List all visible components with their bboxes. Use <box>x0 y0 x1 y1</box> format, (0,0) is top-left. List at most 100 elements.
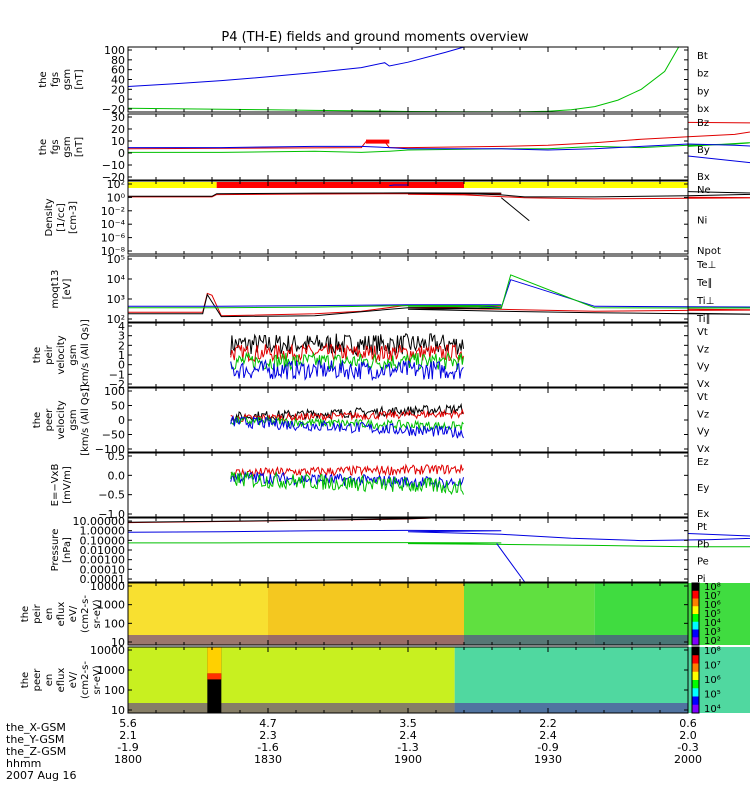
heatmap-strip-top <box>207 647 222 674</box>
y-axis-label: eV/ <box>68 605 79 622</box>
figure-title: P4 (TH-E) fields and ground moments over… <box>221 30 529 45</box>
heatmap-region <box>128 647 455 713</box>
y-axis-label: [nPa] <box>62 537 73 563</box>
legend-entry: By <box>697 145 710 156</box>
series-line <box>500 197 530 222</box>
y-axis-label: fgs <box>50 72 61 87</box>
y-tick-label: 10⁵ <box>107 253 125 266</box>
legend-entry: bz <box>697 69 709 80</box>
footer-value: -1.3 <box>397 741 418 754</box>
footer-row: the_X-GSM <box>6 716 66 735</box>
colorbar-tick-label: 10⁸ <box>704 582 721 593</box>
colorbar-frame <box>691 582 700 646</box>
footer-value: 1930 <box>534 753 562 766</box>
y-tick-label: 10² <box>107 313 125 326</box>
legend-entry: Ti⊥ <box>696 296 714 307</box>
y-tick-label: 10 <box>111 636 125 649</box>
colorbar-tick-label: 10⁴ <box>704 704 721 715</box>
legend-entry: Vz <box>697 344 709 355</box>
y-axis-label: moqt13 <box>50 270 61 309</box>
y-tick-label: 60 <box>111 64 125 77</box>
y-tick-label: 1 <box>118 349 125 362</box>
y-tick-label: 10000 <box>90 644 125 657</box>
legend-entry: Npot <box>697 246 721 257</box>
panel-frame <box>127 255 689 323</box>
y-axis-label: [km/s (All Qs)] <box>80 384 91 456</box>
series-line <box>127 46 680 113</box>
y-tick-label: 0.00001 <box>80 573 126 586</box>
y-tick-label: 0.0 <box>108 469 126 482</box>
footer-date: 2007 Aug 16 <box>6 764 76 783</box>
y-tick-label: 80 <box>111 54 125 67</box>
y-tick-label: −20 <box>102 171 125 184</box>
colorbar-segment <box>692 606 699 615</box>
y-axis-label: gsm <box>62 136 73 157</box>
y-tick-label: 100 <box>104 44 125 57</box>
footer-row: the_Z-GSM <box>6 740 66 759</box>
y-axis-label: en <box>44 608 55 621</box>
colorbar-segment <box>692 688 699 697</box>
y-tick-label: 10.00000 <box>73 515 126 528</box>
series-line <box>230 471 464 496</box>
y-axis-label: the <box>20 606 31 622</box>
panel-frame <box>127 387 689 453</box>
colorbar-segment <box>692 671 699 681</box>
y-tick-label: 3 <box>118 330 125 343</box>
y-tick-label: −100 <box>95 443 125 456</box>
colorbar-tick-label: 10³ <box>704 627 721 638</box>
y-tick-label: 0.01000 <box>80 544 126 557</box>
y-tick-label: −2 <box>109 378 125 391</box>
colorbar-segment <box>692 583 699 592</box>
y-axis-label: the <box>38 71 49 87</box>
footer-value: -1.9 <box>117 741 138 754</box>
heatmap-region <box>464 583 595 645</box>
panel-frame <box>127 517 689 583</box>
legend-entry: Vz <box>697 409 709 420</box>
legend-entry: Te∥ <box>696 278 713 289</box>
heatmap-region <box>594 583 750 645</box>
y-axis-label: fgs <box>50 139 61 154</box>
footer-value: 4.7 <box>259 717 277 730</box>
footer-value: 3.5 <box>399 717 417 730</box>
heatmap-strip-mid <box>207 673 222 680</box>
legend-entry: Pb <box>697 539 709 550</box>
colorbar-segment <box>692 663 699 673</box>
y-axis-label: [1/cc] <box>56 203 67 232</box>
series-line <box>230 333 464 357</box>
colorbar-segment <box>692 704 699 714</box>
y-tick-label: 0.00100 <box>80 554 126 567</box>
legend-entry: Ex <box>697 509 709 520</box>
y-axis-label: [nT] <box>74 137 85 157</box>
y-axis-label: the <box>20 672 31 688</box>
series-line <box>127 121 750 150</box>
y-axis-label: peer <box>44 408 55 432</box>
legend-entry: Vt <box>697 327 708 338</box>
legend-entry: Bx <box>697 172 710 183</box>
footer-row: the_Y-GSM <box>6 728 64 747</box>
y-tick-label: 10⁻⁸ <box>101 245 126 258</box>
y-tick-label: 10 <box>111 704 125 717</box>
y-tick-label: −1.0 <box>98 508 125 521</box>
y-axis-label: en <box>44 674 55 687</box>
series-line <box>128 191 750 198</box>
series-line <box>230 463 464 479</box>
legend-entry: Ne <box>697 185 711 196</box>
colorbar-segment <box>692 680 699 689</box>
footer-value: 1830 <box>254 753 282 766</box>
y-tick-label: 0 <box>118 359 125 372</box>
legend-entry: Bt <box>697 51 708 62</box>
footer-value: 2.3 <box>259 729 277 742</box>
footer-value: 0.6 <box>679 717 697 730</box>
y-axis-label: eflux <box>56 668 67 693</box>
footer-rows: the_X-GSM the_Y-GSM the_Z-GSM hhmm 2007 … <box>6 716 746 798</box>
y-axis-label: (cm2-s- <box>80 661 91 699</box>
y-tick-label: 30 <box>111 111 125 124</box>
heatmap-region <box>454 647 750 713</box>
series-line <box>127 517 432 523</box>
footer-value: 1800 <box>114 753 142 766</box>
y-axis-label: [nT] <box>74 69 85 89</box>
legend-entry: Pe <box>697 557 709 568</box>
series-line <box>127 529 750 542</box>
